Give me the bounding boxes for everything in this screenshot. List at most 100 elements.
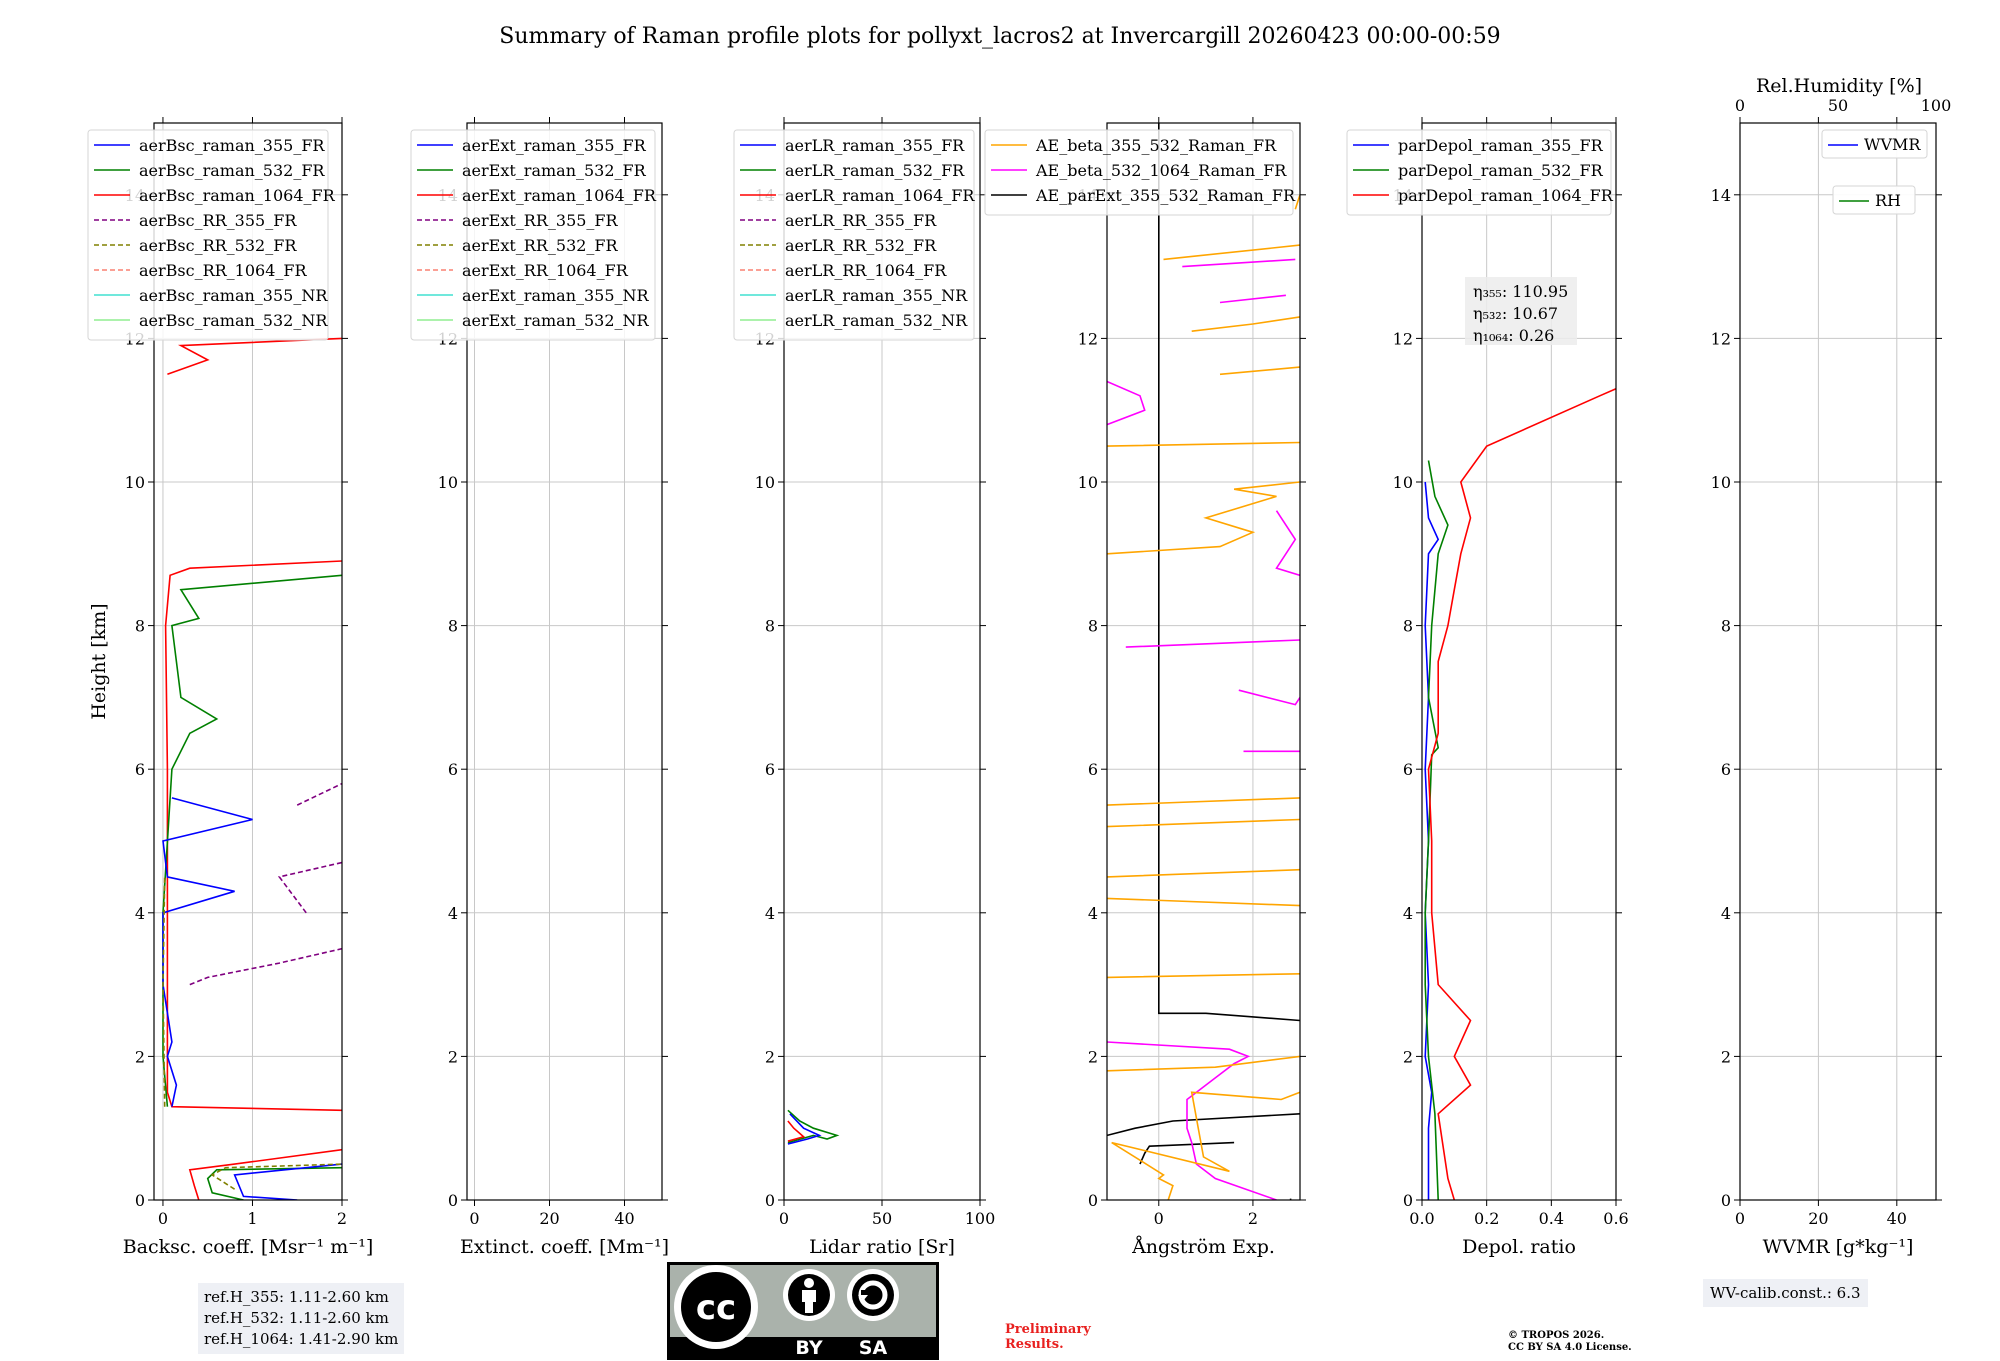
legend-label-ext-4: aerExt_RR_532_FR xyxy=(462,236,619,255)
ytick-label-bsc-2: 4 xyxy=(135,904,145,923)
ytick-label-bsc-0: 0 xyxy=(135,1191,145,1210)
legend-label-lr-5: aerLR_RR_1064_FR xyxy=(785,261,947,280)
panel-ae: 0202468101214Ångström Exp.AE_beta_355_53… xyxy=(984,117,1306,1258)
ytick-label-bsc-1: 2 xyxy=(135,1047,145,1066)
xtick-label-depol-3: 0.6 xyxy=(1603,1209,1628,1228)
top-tick-label-1: 50 xyxy=(1828,96,1848,115)
ytick-label-depol-6: 12 xyxy=(1393,329,1413,348)
xtick-label-depol-2: 0.4 xyxy=(1539,1209,1564,1228)
legend-lr: aerLR_raman_355_FR aerLR_raman_532_FR aerL… xyxy=(733,129,975,341)
xlabel-lr: Lidar ratio [Sr] xyxy=(809,1236,955,1258)
ytick-label-ext-0: 0 xyxy=(448,1191,458,1210)
xtick-label-ext-1: 20 xyxy=(539,1209,559,1228)
legend-label-depol-2: parDepol_raman_1064_FR xyxy=(1398,186,1614,205)
xlabel-bsc: Backsc. coeff. [Msr⁻¹ m⁻¹] xyxy=(123,1236,374,1258)
preliminary-line-2: Results. xyxy=(1005,1337,1064,1352)
ytick-label-wv-1: 2 xyxy=(1721,1047,1731,1066)
ytick-label-lr-0: 0 xyxy=(765,1191,775,1210)
legend-label-ae-0: AE_beta_355_532_Raman_FR xyxy=(1035,136,1277,155)
series-bsc-0 xyxy=(164,337,342,1200)
copyright-note: © TROPOS 2026. CC BY SA 4.0 License. xyxy=(1508,1330,1632,1354)
series-ae-1 xyxy=(1107,258,1300,1200)
cc-license-badge: cc BY SA xyxy=(667,1262,939,1360)
ytick-label-ae-0: 0 xyxy=(1088,1191,1098,1210)
legend-label-1: RH xyxy=(1875,191,1901,210)
ref-height-1064: ref.H_1064: 1.41-2.90 km xyxy=(204,1330,399,1348)
legend-label-lr-1: aerLR_raman_532_FR xyxy=(785,161,965,180)
ytick-label-depol-3: 6 xyxy=(1403,760,1413,779)
legend-label-ext-7: aerExt_raman_532_NR xyxy=(462,311,650,330)
series-group-depol xyxy=(1424,387,1616,1200)
series-depol-0 xyxy=(1424,481,1440,1200)
ytick-label-lr-2: 4 xyxy=(765,904,775,923)
xtick-label-bsc-1: 1 xyxy=(247,1209,257,1228)
legend-label-bsc-4: aerBsc_RR_532_FR xyxy=(139,236,297,255)
legend-box-ae xyxy=(984,129,1294,216)
ytick-label-ae-2: 4 xyxy=(1088,904,1098,923)
ytick-label-ext-5: 10 xyxy=(438,473,458,492)
ytick-label-bsc-4: 8 xyxy=(135,617,145,636)
eta-box xyxy=(1465,277,1577,345)
ytick-label-ae-5: 10 xyxy=(1078,473,1098,492)
eta-text-2: η₁₀₆₄: 0.26 xyxy=(1473,326,1554,345)
panel-depol: 0.00.20.40.602468101214Depol. ratioparDe… xyxy=(1346,117,1629,1258)
ylabel-bsc: Height [km] xyxy=(88,603,110,719)
legend-label-bsc-0: aerBsc_raman_355_FR xyxy=(139,136,325,155)
xlabel-wv: WVMR [g*kg⁻¹] xyxy=(1763,1236,1914,1258)
ytick-label-ae-3: 6 xyxy=(1088,760,1098,779)
axes-frame-bsc xyxy=(153,122,343,1201)
top-tick-label-2: 100 xyxy=(1921,96,1952,115)
ytick-label-depol-2: 4 xyxy=(1403,904,1413,923)
xlabel-depol: Depol. ratio xyxy=(1462,1236,1576,1258)
legend-box-ext xyxy=(410,129,656,341)
eta-annotation: η₃₅₅: 110.95 η₅₃₂: 10.67 η₁₀₆₄: 0.26 xyxy=(1465,277,1577,345)
series-lr-1 xyxy=(787,1113,822,1145)
series-depol-1 xyxy=(1424,460,1449,1200)
ytick-label-lr-1: 2 xyxy=(765,1047,775,1066)
legend-box-1 xyxy=(1832,185,1916,215)
xtick-label-wv-0: 0 xyxy=(1735,1209,1745,1228)
wv-calibration-box: WV-calib.const.: 6.3 xyxy=(1703,1279,1868,1307)
xtick-label-ext-2: 40 xyxy=(614,1209,634,1228)
series-lr-2 xyxy=(787,1120,806,1142)
ytick-label-wv-7: 14 xyxy=(1711,186,1731,205)
series-depol-2 xyxy=(1427,387,1616,1200)
legend-label-ae-2: AE_parExt_355_532_Raman_FR xyxy=(1035,186,1296,205)
ytick-label-lr-4: 8 xyxy=(765,617,775,636)
legend-label-lr-2: aerLR_raman_1064_FR xyxy=(785,186,975,205)
legend-label-bsc-6: aerBsc_raman_355_NR xyxy=(139,286,328,305)
legend-label-lr-3: aerLR_RR_355_FR xyxy=(785,211,937,230)
xtick-label-ext-0: 0 xyxy=(469,1209,479,1228)
cc-logo-text: cc xyxy=(696,1288,736,1328)
xtick-label-bsc-2: 2 xyxy=(337,1209,347,1228)
series-ae-0 xyxy=(1107,123,1300,1200)
cc-circle-inner xyxy=(681,1272,751,1342)
legend-label-lr-6: aerLR_raman_355_NR xyxy=(785,286,968,305)
series-group-bsc xyxy=(162,337,342,1200)
axes-frame-depol xyxy=(1421,122,1617,1201)
ytick-label-wv-5: 10 xyxy=(1711,473,1731,492)
legend-ext: aerExt_raman_355_FR aerExt_raman_532_FRae… xyxy=(410,129,657,341)
xtick-label-ae-1: 2 xyxy=(1248,1209,1258,1228)
legend-label-ext-0: aerExt_raman_355_FR xyxy=(462,136,647,155)
legend-label-lr-7: aerLR_raman_532_NR xyxy=(785,311,968,330)
ref-height-532: ref.H_532: 1.11-2.60 km xyxy=(204,1309,389,1327)
axes-frame-wv xyxy=(1739,122,1937,1201)
series-bsc-4 xyxy=(162,876,342,1190)
legend-label-0: WVMR xyxy=(1864,135,1921,154)
xtick-label-wv-1: 20 xyxy=(1808,1209,1828,1228)
axes-frame-ae xyxy=(1106,122,1301,1201)
legend-box-bsc xyxy=(87,129,329,341)
ytick-label-depol-5: 10 xyxy=(1393,473,1413,492)
ytick-label-wv-4: 8 xyxy=(1721,617,1731,636)
series-group-lr xyxy=(787,1109,840,1145)
xtick-label-wv-2: 40 xyxy=(1887,1209,1907,1228)
ytick-label-ae-4: 8 xyxy=(1088,617,1098,636)
legend-label-bsc-7: aerBsc_raman_532_NR xyxy=(139,311,328,330)
ytick-label-wv-2: 4 xyxy=(1721,904,1731,923)
legend-label-depol-1: parDepol_raman_532_FR xyxy=(1398,161,1604,180)
ytick-label-ext-4: 8 xyxy=(448,617,458,636)
ytick-label-ext-3: 6 xyxy=(448,760,458,779)
legend-label-ext-6: aerExt_raman_355_NR xyxy=(462,286,650,305)
xtick-label-lr-0: 0 xyxy=(779,1209,789,1228)
